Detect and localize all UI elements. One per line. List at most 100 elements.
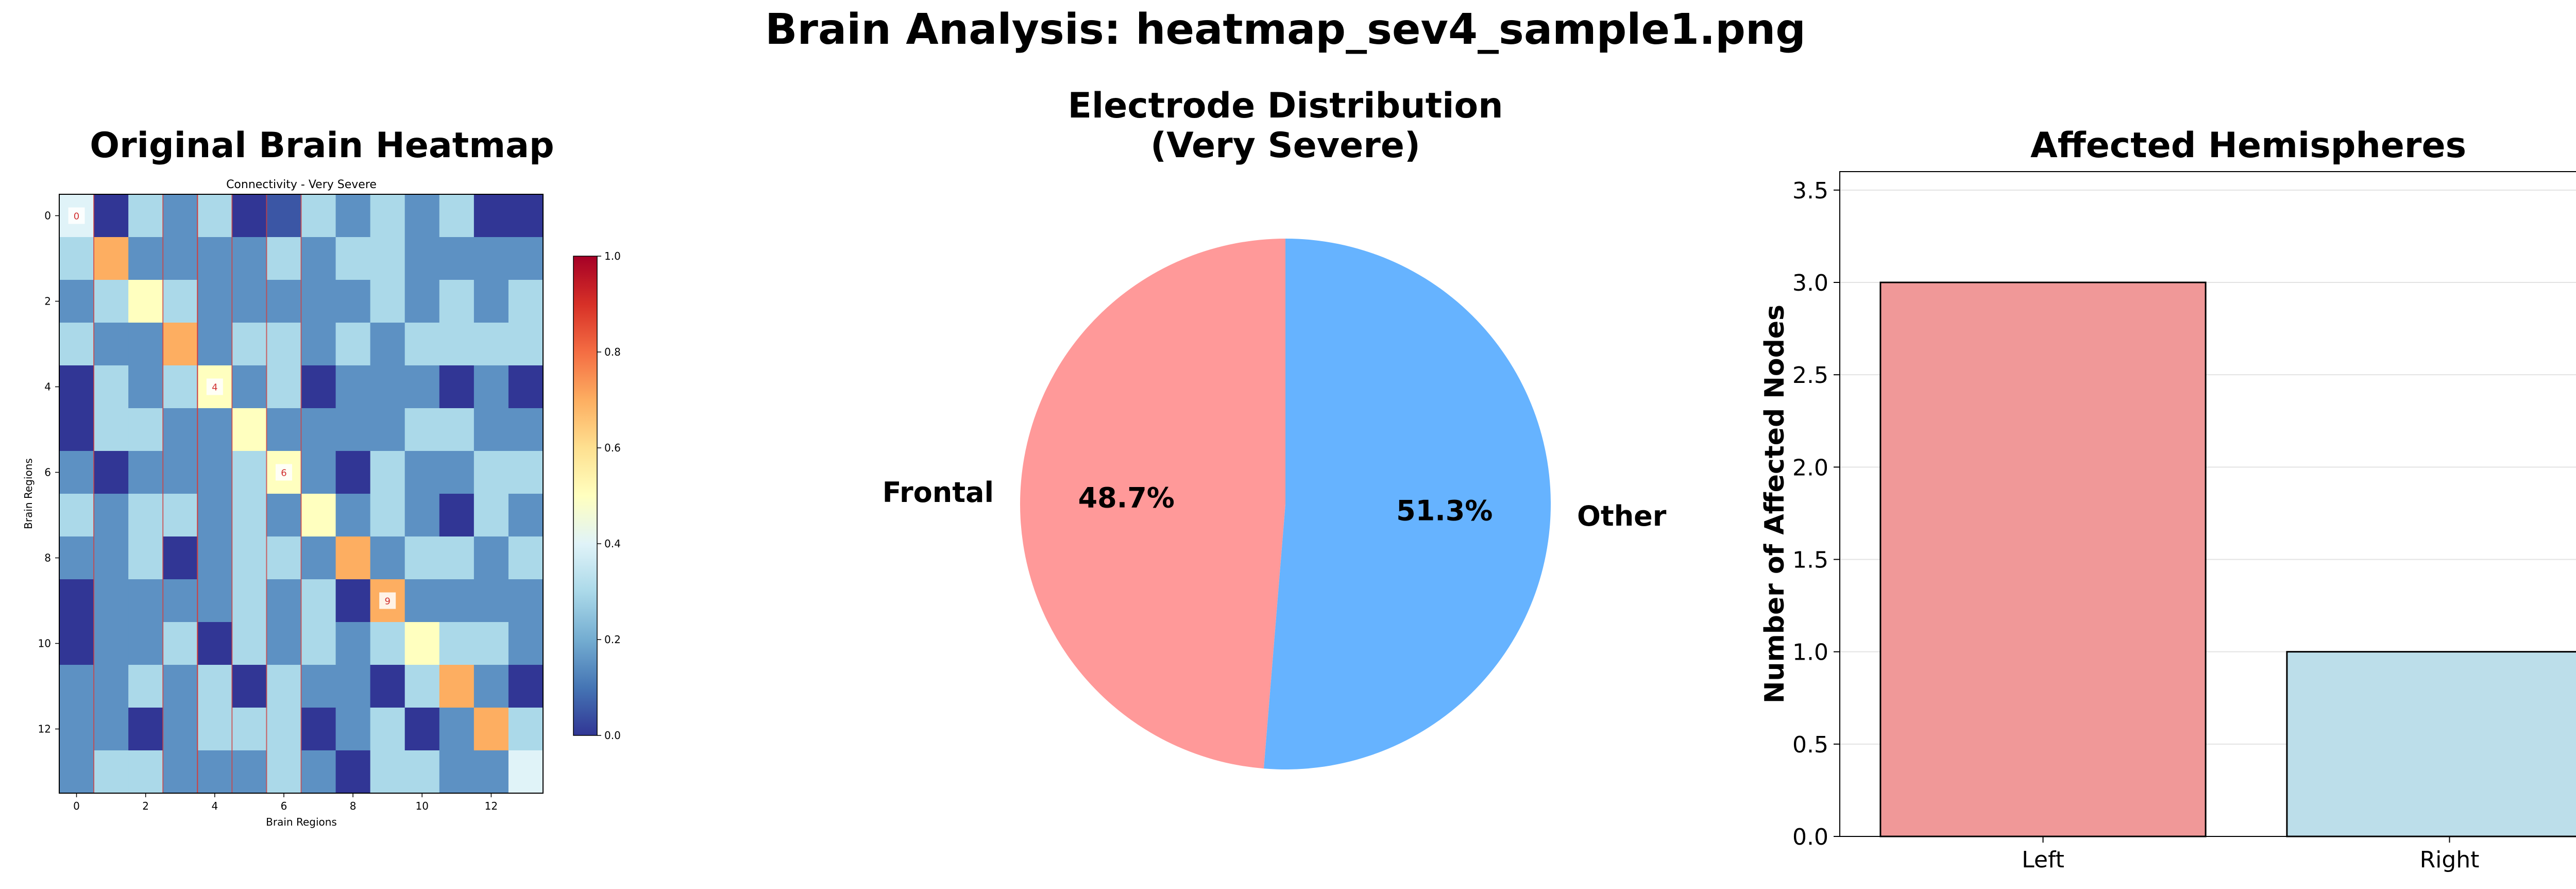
heatmap-cell — [59, 494, 94, 537]
heatmap-cell — [163, 579, 198, 623]
bar-x-tick-label: Right — [2420, 847, 2480, 873]
heatmap-annotations: 0 4 6 9 — [68, 207, 396, 609]
heatmap-cell — [59, 536, 94, 580]
heatmap-cell — [163, 365, 198, 409]
heatmap-cells — [59, 194, 544, 794]
heatmap-cell — [59, 708, 94, 751]
pie-category-label: Other — [1577, 500, 1667, 532]
colorbar-tick-label: 0.2 — [604, 633, 621, 646]
figure-title: Brain Analysis: heatmap_sev4_sample1.png — [765, 5, 1806, 54]
heatmap-cell — [301, 451, 336, 494]
heatmap-cell — [301, 323, 336, 366]
bar-y-tick-label: 3.0 — [1792, 270, 1828, 296]
heatmap-cell — [94, 194, 129, 238]
heatmap-cell — [266, 579, 302, 623]
heatmap-cell — [439, 451, 474, 494]
heatmap-cell — [94, 323, 129, 366]
pie-percent-label: 51.3% — [1396, 495, 1493, 527]
heatmap-x-tick-label: 12 — [485, 800, 498, 812]
heatmap-cell — [370, 237, 405, 280]
bar-left — [1879, 281, 2207, 837]
heatmap-annotation-text: 4 — [212, 382, 217, 393]
bar-x-tick-label: Left — [2022, 847, 2064, 873]
heatmap-cell — [128, 665, 163, 708]
heatmap-cell — [197, 323, 232, 366]
heatmap-cell — [197, 750, 232, 794]
heatmap-annotation-box — [68, 207, 85, 224]
heatmap-cell — [404, 750, 440, 794]
heatmap-cell — [266, 665, 302, 708]
heatmap-cell — [335, 365, 371, 409]
heatmap-cell — [370, 665, 405, 708]
heatmap-cell — [128, 494, 163, 537]
pie-labels: 48.7% Frontal 51.3% Other — [883, 476, 1667, 532]
heatmap-cell — [128, 536, 163, 580]
heatmap-cell — [508, 323, 544, 366]
heatmap-cell — [404, 408, 440, 451]
heatmap-cell — [128, 194, 163, 238]
heatmap-cell — [59, 365, 94, 409]
heatmap-cell — [473, 708, 509, 751]
bar-y-tick-label: 1.0 — [1792, 640, 1828, 666]
heatmap-cell — [473, 451, 509, 494]
bar-y-axis-label: Number of Affected Nodes — [1759, 305, 1790, 703]
heatmap-y-axis-label: Brain Regions — [22, 458, 35, 529]
heatmap-cell — [197, 536, 232, 580]
heatmap-cell — [266, 622, 302, 665]
heatmap-cell — [163, 194, 198, 238]
heatmap-cell — [128, 280, 163, 323]
pie-title-line-2: (Very Severe) — [1150, 125, 1420, 166]
heatmap-cell — [232, 237, 267, 280]
heatmap-cell — [197, 194, 232, 238]
heatmap-cell — [266, 365, 302, 409]
heatmap-cell — [197, 622, 232, 665]
heatmap-cell — [266, 237, 302, 280]
heatmap-cell — [197, 408, 232, 451]
heatmap-cell — [439, 750, 474, 794]
heatmap-cell — [163, 237, 198, 280]
heatmap-annotation-box — [206, 378, 223, 395]
heatmap-cell — [163, 750, 198, 794]
pie-slice-other — [1263, 239, 1551, 769]
heatmap-y-tick-label: 6 — [44, 466, 51, 479]
heatmap-cell — [59, 323, 94, 366]
heatmap-cell — [439, 708, 474, 751]
heatmap-cell — [404, 665, 440, 708]
heatmap-cell — [232, 536, 267, 580]
heatmap-cell — [473, 494, 509, 537]
heatmap-cell — [473, 579, 509, 623]
heatmap-cell — [473, 536, 509, 580]
heatmap-cell — [128, 365, 163, 409]
heatmap-cell — [335, 194, 371, 238]
heatmap-cell — [404, 451, 440, 494]
heatmap-cell — [163, 280, 198, 323]
heatmap-cell — [59, 280, 94, 323]
bar-y-tick-label: 2.5 — [1792, 362, 1828, 389]
heatmap-cell — [128, 237, 163, 280]
heatmap-cell — [197, 237, 232, 280]
heatmap-cell — [232, 665, 267, 708]
heatmap-cell — [232, 408, 267, 451]
heatmap-cell — [94, 237, 129, 280]
bar-title: Affected Hemispheres — [2030, 125, 2466, 166]
heatmap-cell — [473, 365, 509, 409]
heatmap-panel: Original Brain Heatmap Connectivity - Ve… — [22, 125, 621, 828]
heatmap-cell — [439, 494, 474, 537]
heatmap-cell — [94, 708, 129, 751]
heatmap-cell — [94, 665, 129, 708]
heatmap-cell — [335, 451, 371, 494]
heatmap-cell — [128, 708, 163, 751]
heatmap-cell — [439, 194, 474, 238]
heatmap-cell — [197, 494, 232, 537]
pie-panel: Electrode Distribution (Very Severe) 48.… — [883, 86, 1667, 769]
heatmap-cell — [439, 536, 474, 580]
heatmap-cell — [335, 408, 371, 451]
heatmap-cell — [439, 665, 474, 708]
heatmap-cell — [232, 708, 267, 751]
heatmap-cell — [508, 451, 544, 494]
heatmap-cell — [508, 494, 544, 537]
heatmap-cell — [128, 408, 163, 451]
bar-panel: Affected Hemispheres 0.0 0.5 1.0 1.5 2.0 2.5 3… — [1759, 125, 2576, 873]
heatmap-cell — [266, 750, 302, 794]
